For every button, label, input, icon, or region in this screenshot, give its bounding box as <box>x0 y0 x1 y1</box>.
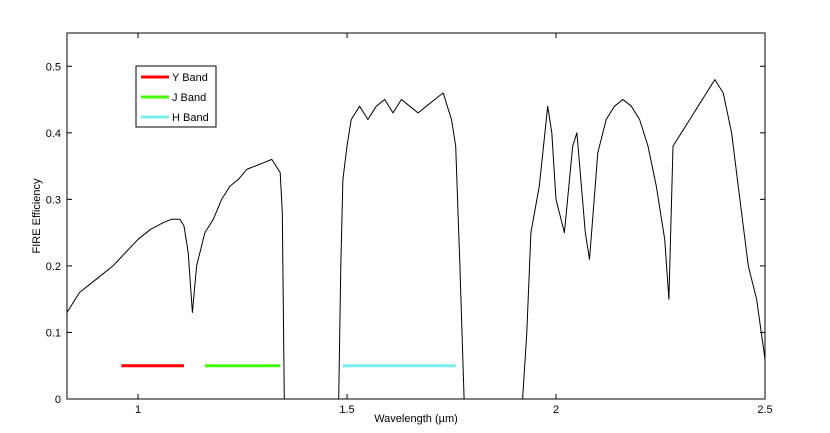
legend-label-y-band: Y Band <box>172 72 208 84</box>
efficiency-series-line <box>66 79 766 400</box>
plot-marks <box>66 79 766 400</box>
legend-label-j-band: J Band <box>172 92 206 104</box>
axis-ticks: 1 1.5 2 2.5 0 0.1 0.2 0.3 0.4 0.5 <box>46 33 773 416</box>
x-tick-label: 1.5 <box>339 404 354 416</box>
y-tick-label: 0.3 <box>46 194 61 206</box>
y-tick-label: 0 <box>55 394 61 406</box>
y-axis-label: FIRE Efficiency <box>31 178 43 253</box>
y-tick-label: 0.5 <box>46 61 61 73</box>
x-axis-label: Wavelength (µm) <box>374 413 458 425</box>
x-tick-label: 2 <box>553 404 559 416</box>
x-tick-label: 2.5 <box>757 404 772 416</box>
legend: Y Band J Band H Band <box>135 65 217 128</box>
y-tick-label: 0.2 <box>46 261 61 273</box>
legend-label-h-band: H Band <box>172 112 209 124</box>
y-tick-label: 0.4 <box>46 128 61 140</box>
y-tick-label: 0.1 <box>46 327 61 339</box>
x-tick-label: 1 <box>135 404 141 416</box>
